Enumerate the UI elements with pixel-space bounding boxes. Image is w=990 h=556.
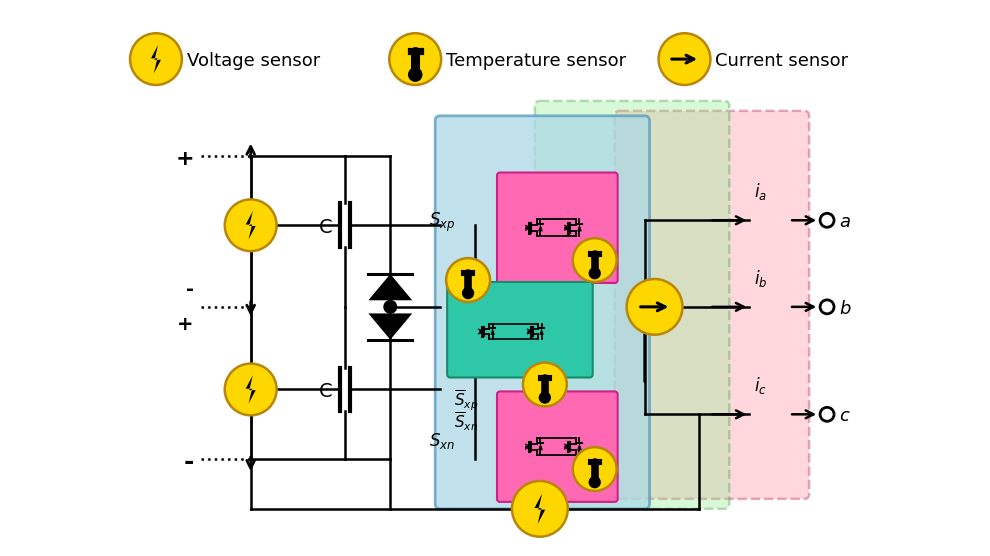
Circle shape	[820, 300, 834, 314]
Circle shape	[820, 408, 834, 421]
Polygon shape	[368, 314, 412, 340]
Polygon shape	[540, 328, 544, 335]
Text: Voltage sensor: Voltage sensor	[187, 52, 320, 70]
Circle shape	[523, 363, 567, 406]
Text: +: +	[175, 148, 194, 168]
Circle shape	[446, 258, 490, 302]
Circle shape	[589, 476, 601, 488]
Polygon shape	[535, 494, 545, 524]
Text: $S_{xn}$: $S_{xn}$	[429, 431, 455, 451]
Circle shape	[589, 267, 601, 279]
Circle shape	[408, 67, 423, 82]
FancyBboxPatch shape	[535, 101, 730, 509]
Text: Temperature sensor: Temperature sensor	[446, 52, 627, 70]
Polygon shape	[368, 274, 412, 300]
FancyBboxPatch shape	[497, 391, 618, 502]
Text: C: C	[319, 218, 333, 237]
Circle shape	[225, 200, 276, 251]
Polygon shape	[246, 375, 255, 404]
Polygon shape	[246, 211, 255, 240]
Circle shape	[627, 279, 682, 335]
Text: $i_a$: $i_a$	[754, 181, 767, 202]
FancyBboxPatch shape	[615, 111, 809, 499]
Circle shape	[512, 481, 568, 537]
Polygon shape	[150, 45, 161, 73]
Circle shape	[658, 33, 711, 85]
Text: Current sensor: Current sensor	[716, 52, 848, 70]
Circle shape	[225, 364, 276, 415]
Text: C: C	[319, 382, 333, 401]
FancyBboxPatch shape	[497, 172, 618, 283]
Polygon shape	[577, 443, 582, 450]
Circle shape	[389, 33, 442, 85]
Text: $i_b$: $i_b$	[754, 268, 767, 289]
Text: $\overline{S}_{xn}$: $\overline{S}_{xn}$	[454, 410, 478, 433]
Text: -: -	[183, 450, 194, 474]
Text: c: c	[840, 408, 848, 425]
Polygon shape	[539, 443, 543, 450]
Circle shape	[820, 214, 834, 227]
FancyBboxPatch shape	[436, 116, 649, 509]
Text: b: b	[840, 300, 850, 318]
Text: a: a	[840, 214, 850, 231]
Circle shape	[462, 287, 474, 299]
Circle shape	[539, 391, 551, 404]
Circle shape	[383, 300, 397, 314]
Circle shape	[130, 33, 182, 85]
Circle shape	[573, 238, 617, 282]
FancyBboxPatch shape	[447, 282, 593, 378]
Text: +: +	[177, 315, 194, 334]
Polygon shape	[577, 224, 582, 231]
Polygon shape	[539, 224, 543, 231]
Text: $\overline{S}_{xp}$: $\overline{S}_{xp}$	[454, 389, 478, 413]
Circle shape	[573, 447, 617, 491]
Polygon shape	[490, 328, 495, 335]
Text: $S_{xp}$: $S_{xp}$	[429, 211, 455, 234]
Text: $i_c$: $i_c$	[754, 375, 767, 396]
Text: -: -	[186, 280, 194, 299]
